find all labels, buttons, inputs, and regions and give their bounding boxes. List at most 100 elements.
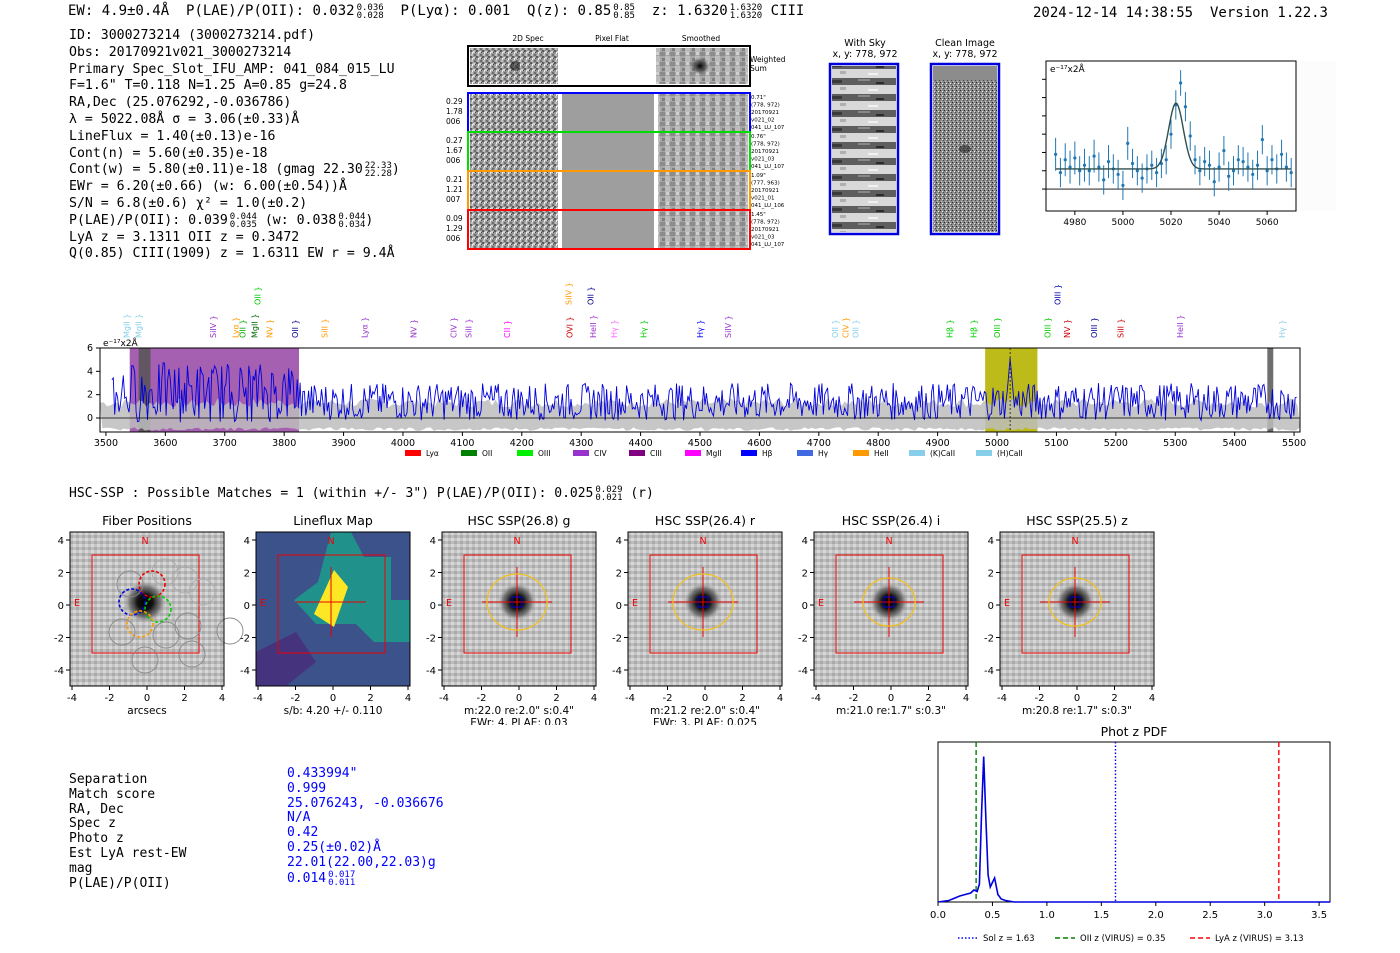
y-tick-label: 2 (802, 569, 808, 580)
fiber-circle (188, 578, 216, 606)
hsc-filter: (r) (630, 486, 654, 501)
data-point (1126, 141, 1130, 145)
line-marker: NV } (410, 319, 419, 338)
row-left-stat: 0.29 (446, 97, 463, 106)
row-left-stat: 0.27 (446, 136, 463, 145)
match-label-specz: Spec z (69, 816, 116, 832)
plae-lo: 0.028 (356, 11, 384, 21)
legend-label: Hγ (818, 449, 829, 458)
y-tick-label: 4 (988, 536, 994, 547)
row-left-stat: 006 (446, 156, 461, 165)
timestamp-version: 2024-12-14 14:38:55 Version 1.22.3 (1033, 5, 1328, 21)
info-slot: Primary Spec_Slot_IFU_AMP: 041_084_015_L… (69, 61, 395, 77)
weighted-sum-label-1: Weighted (750, 55, 786, 64)
info-q-line: Q(0.85) CIII(1909) z = 1.6311 EW r = 9.4… (69, 246, 395, 262)
caption-line-1: m:21.0 re:1.7" s:0.3" (836, 705, 946, 717)
data-point (1284, 165, 1288, 169)
cutout-panel: HSC SSP(26.4) r N E -4 -4 -2 -2 0 0 2 2 4 4 m:21.2 re… (612, 513, 783, 725)
cont-w-text: Cont(w) = 5.80(±0.11)e-18 (gmag 22.30 (69, 162, 363, 178)
cont-w-end: ) (391, 162, 400, 178)
gmag-hi: 22.33 (364, 161, 392, 172)
row-2d-spec (470, 133, 558, 170)
data-point (1203, 160, 1207, 164)
match-value-radec: 25.076243, -0.036676 (287, 795, 444, 811)
plae-w-hi: 0.044 (338, 211, 366, 222)
line-marker: CIV } (450, 317, 459, 338)
x-tick-label: 2 (181, 693, 187, 704)
panel-frame (627, 531, 783, 687)
y-tick-label: 0 (802, 601, 808, 612)
data-point (1207, 163, 1212, 167)
x-tick-label: 2 (925, 693, 931, 704)
y-tick-label: 0 (87, 413, 93, 424)
data-point (1073, 156, 1077, 160)
info-cont-w: Cont(w) = 5.80(±0.11)e-18 (gmag 22.30 22.… (69, 162, 400, 179)
row-pixel-flat (562, 172, 654, 209)
x-tick-label: -4 (67, 693, 77, 704)
x-tick-label: 4700 (807, 438, 831, 449)
line-marker: OII } (831, 319, 840, 338)
lineflux-low (256, 632, 316, 686)
x-tick-label: -4 (811, 693, 821, 704)
info-id: ID: 3000273214 (3000273214.pdf) (69, 28, 316, 43)
y-tick-label: 2 (244, 569, 250, 580)
line-marker: Lyα } (231, 317, 240, 338)
row-right-meta: 1.09" (751, 173, 766, 179)
panel-frame (441, 531, 597, 687)
search-box (649, 554, 758, 654)
hsc-cutout-panels: Fiber Positions N E -4 -4 -2 -2 0 0 2 2 4 4 arcsecs Li… (54, 513, 1155, 725)
row-pixel-flat (562, 211, 654, 248)
qz-lo: 0.85 (613, 11, 635, 21)
x-tick-label: 2 (1111, 693, 1117, 704)
fiber-circle (131, 646, 159, 674)
legend-label: MgII (706, 449, 722, 458)
fiber-circle (126, 610, 154, 638)
row-gap (654, 94, 658, 131)
legend-swatch (461, 450, 477, 456)
legend-label: Sol z = 1.63 (983, 934, 1035, 944)
x-tick-label: 3.0 (1257, 910, 1273, 921)
compass-n: N (327, 536, 334, 547)
line-marker: Hγ } (696, 320, 705, 338)
x-tick-label: 2 (739, 693, 745, 704)
match-value-score: 0.999 (287, 780, 327, 796)
match-plae-lo: 0.011 (328, 877, 356, 888)
x-tick-label: 5000 (985, 438, 1009, 449)
center-marker (883, 596, 895, 608)
compass-e: E (818, 598, 824, 609)
row-gap (654, 211, 658, 248)
row-right-meta: (778, 972) (751, 142, 780, 148)
info-plae-lo: 0.035 (229, 219, 257, 230)
line-marker: SiIV } (209, 315, 218, 338)
x-tick-label: 1.5 (1093, 910, 1109, 921)
weighted-sum-label-2: Sum (750, 64, 767, 73)
line-marker: OVI } (565, 316, 574, 338)
row-pixel-flat (562, 133, 654, 170)
data-point (1121, 183, 1125, 187)
row-right-meta: (778, 972) (751, 103, 780, 109)
x-tick-label: 4 (963, 693, 969, 704)
y-tick-label: -4 (984, 666, 994, 677)
cutout-title: HSC SSP(25.5) z (1026, 513, 1128, 528)
data-point (1116, 172, 1120, 177)
y-tick-label: 0 (58, 601, 64, 612)
match-value-ew: 0.25(±0.02)Å (287, 839, 381, 855)
y-tick-label: 4 (58, 536, 64, 547)
version: Version 1.22.3 (1209, 5, 1328, 21)
info-ewr: EWr = 6.20(±0.66) (w: 6.00(±0.54))Å (69, 179, 347, 195)
spectrum-chart: e⁻¹⁷x2Å 3500 3600 3700 3800 3900 4000 4100 4200 4… (87, 282, 1306, 458)
row-smoothed (658, 211, 748, 248)
x-tick-label: 3700 (213, 438, 237, 449)
with-sky-image (828, 62, 900, 236)
y-tick-label: 0 (244, 601, 250, 612)
y-tick-label: -2 (54, 634, 64, 645)
y-tick-label: 2 (616, 569, 622, 580)
data-point (1270, 158, 1274, 162)
plae-summary: P(LAE)/P(OII): 0.032 (186, 3, 355, 19)
data-point (1154, 170, 1159, 175)
photz-chart: Phot z PDF 0.0 0.5 1.0 1.5 2.0 2.5 3.0 3.5 Sol z … (930, 724, 1331, 944)
search-box (1021, 554, 1130, 654)
row-2d-spec (470, 211, 558, 248)
x-tick-label: 5200 (1104, 438, 1128, 449)
